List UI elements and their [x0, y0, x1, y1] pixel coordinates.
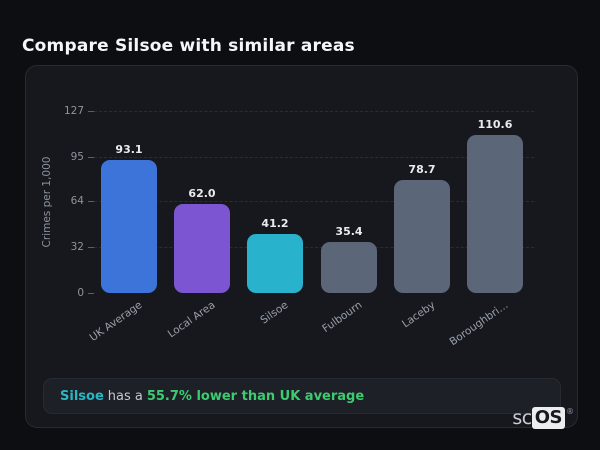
bar-value-label: 93.1: [115, 142, 143, 156]
bar-local-area[interactable]: [174, 204, 230, 293]
registered-mark-icon: ®: [566, 407, 574, 416]
note-stat: 55.7% lower than UK average: [146, 388, 365, 404]
gridline: [94, 201, 534, 203]
bar-uk-average[interactable]: [101, 159, 157, 293]
scos-logo[interactable]: sc OS ®: [512, 407, 574, 429]
logo-prefix-text: sc: [512, 407, 532, 429]
y-axis-tick-mark: [88, 293, 94, 294]
note-area-name: Silsoe: [60, 388, 104, 404]
note-connector: has a: [107, 388, 143, 404]
bar-laceby[interactable]: [394, 180, 450, 293]
plot-area: Crimes per 1,000 0 32 64 95 127 93.1 UK Averag…: [26, 66, 577, 427]
y-axis-tick-mark: [88, 201, 94, 203]
gridline: [94, 247, 534, 249]
y-axis-tick-mark: [88, 247, 94, 249]
y-axis-tick-label: 64: [70, 195, 84, 208]
bar-value-label: 35.4: [335, 225, 363, 239]
y-axis-tick-label: 0: [77, 287, 84, 299]
chart-card: Crimes per 1,000 0 32 64 95 127 93.1 UK Averag…: [25, 65, 578, 428]
bar-value-label: 78.7: [408, 163, 436, 177]
y-axis-tick-mark: [88, 156, 94, 158]
y-axis-tick-label: 95: [70, 150, 84, 163]
logo-badge-text: OS: [531, 407, 565, 429]
gridline: [94, 156, 534, 158]
bar-value-label: 110.6: [477, 117, 513, 131]
bar-value-label: 62.0: [188, 187, 216, 201]
y-axis-tick-label: 127: [63, 105, 84, 117]
bar-boroughbri[interactable]: [467, 134, 523, 293]
y-axis-tick-label: 32: [70, 241, 84, 254]
comparison-note: Silsoe has a 55.7% lower than UK average: [43, 378, 561, 414]
y-axis-tick-mark: [88, 111, 94, 112]
page-title: Compare Silsoe with similar areas: [22, 36, 355, 57]
bar-value-label: 41.2: [261, 216, 289, 230]
gridline: [94, 111, 534, 112]
bar-fulbourn[interactable]: [321, 242, 377, 293]
bar-silsoe[interactable]: [247, 233, 303, 293]
